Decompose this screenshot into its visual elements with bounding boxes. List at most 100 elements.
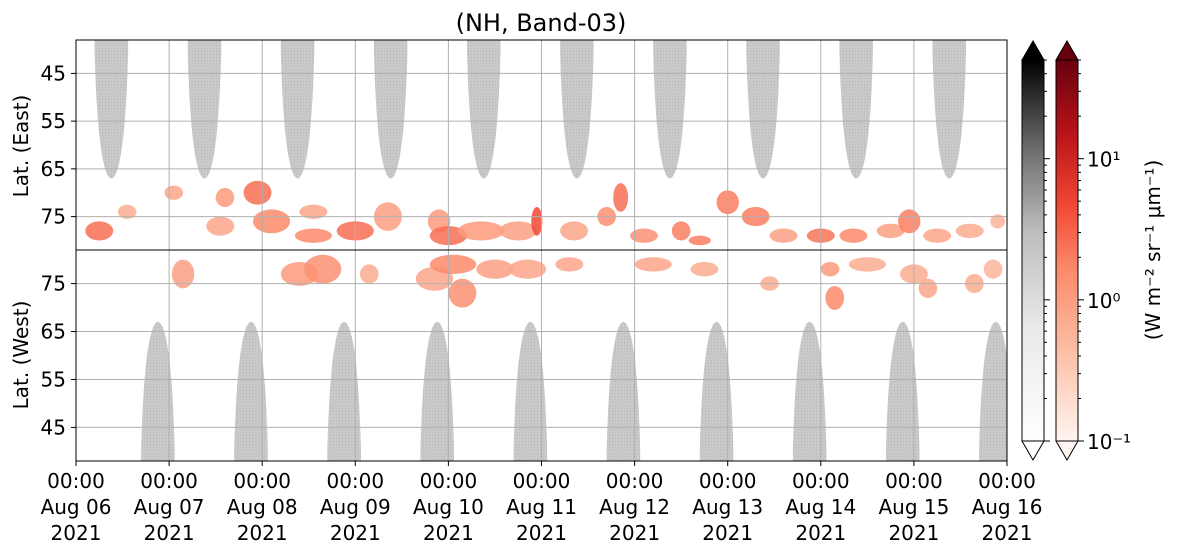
x-tick-label: 2021 <box>516 521 567 545</box>
reds-colorbar <box>1055 59 1079 442</box>
aurora-patch <box>85 221 114 241</box>
chart-title: (NH, Band-03) <box>456 9 627 37</box>
aurora-patch <box>839 228 868 243</box>
daylight-region-east <box>373 40 408 179</box>
daylight-region-east <box>932 40 967 179</box>
y-axis-label-east: Lat. (East) <box>9 95 33 198</box>
daylight-region-west <box>141 321 175 461</box>
x-tick-label: 00:00 <box>326 469 384 493</box>
daylight-region-east <box>839 40 873 179</box>
aurora-patch <box>531 207 543 236</box>
colorbars: 10⁻¹ 10⁰ 10¹ <box>1021 40 1131 461</box>
x-tick-label: 2021 <box>888 521 939 545</box>
x-tick-label: 2021 <box>702 521 753 545</box>
colorbar-tick-label: 10¹ <box>1087 148 1120 172</box>
x-tick-label: 2021 <box>609 521 660 545</box>
x-tick-label: 00:00 <box>47 469 105 493</box>
aurora-patch <box>164 185 184 200</box>
daylight-region-west <box>327 321 361 461</box>
y-axis-ticks: 45 55 65 75 75 65 55 45 <box>41 61 76 439</box>
reds-colorbar-extend-bottom <box>1055 440 1079 461</box>
aurora-patch <box>171 259 195 289</box>
greys-colorbar-extend-top <box>1021 40 1045 61</box>
x-tick-label: 00:00 <box>420 469 478 493</box>
y-axis-label-west: Lat. (West) <box>9 301 33 410</box>
x-tick-label: 00:00 <box>513 469 571 493</box>
aurora-patch <box>898 209 921 234</box>
x-tick-label: 00:00 <box>606 469 664 493</box>
aurora-patch <box>820 261 840 277</box>
daylight-region-west <box>420 321 454 461</box>
aurora-patch <box>508 259 547 279</box>
aurora-patch <box>825 285 845 310</box>
y-tick-label-west: 45 <box>41 415 66 439</box>
x-tick-label: Aug 10 <box>413 495 484 519</box>
reds-colorbar-extend-top <box>1055 40 1079 61</box>
daylight-region-west <box>792 321 827 461</box>
aurora-patch <box>359 264 379 284</box>
aurora-patch <box>117 204 137 219</box>
colorbar-ticks: 10⁻¹ 10⁰ 10¹ <box>1044 59 1131 454</box>
daylight-region-east <box>746 40 780 179</box>
x-tick-label: 00:00 <box>233 469 291 493</box>
x-tick-label: 00:00 <box>140 469 198 493</box>
greys-colorbar <box>1021 59 1045 442</box>
aurora-patch <box>304 254 342 284</box>
y-tick-label-west: 75 <box>41 272 66 296</box>
x-tick-label: 2021 <box>795 521 846 545</box>
x-tick-label: 00:00 <box>792 469 850 493</box>
x-tick-label: 00:00 <box>885 469 943 493</box>
aurora-patch <box>923 228 952 243</box>
x-tick-label: Aug 09 <box>320 495 391 519</box>
y-tick-label-east: 65 <box>41 157 66 181</box>
aurora-patch <box>448 278 477 308</box>
aurora-patch <box>215 187 235 208</box>
aurora-patch <box>555 257 584 272</box>
y-tick-label-west: 65 <box>41 320 66 344</box>
x-tick-label: 2021 <box>423 521 474 545</box>
y-tick-label-east: 45 <box>41 61 66 85</box>
aurora-patch <box>848 257 886 272</box>
aurora-patch <box>918 278 938 298</box>
x-tick-label: 00:00 <box>978 469 1036 493</box>
daylight-region-east <box>653 40 687 179</box>
daylight-region-west <box>513 321 548 461</box>
aurora-patch <box>876 223 905 239</box>
x-tick-label: Aug 12 <box>599 495 670 519</box>
x-tick-label: Aug 06 <box>41 495 112 519</box>
x-tick-label: 2021 <box>982 521 1033 545</box>
aurora-patch <box>560 221 589 241</box>
x-tick-label: 2021 <box>330 521 381 545</box>
x-tick-label: Aug 11 <box>506 495 577 519</box>
aurora-patch <box>690 261 719 277</box>
daylight-region-east <box>560 40 594 179</box>
daylight-region-east <box>467 40 501 179</box>
daylight-region-west <box>885 321 920 461</box>
aurora-patch <box>769 228 798 243</box>
y-tick-label-east: 55 <box>41 109 66 133</box>
daylight-region-east <box>94 40 129 179</box>
daylight-region-east <box>187 40 222 179</box>
aurora-patch <box>671 221 691 241</box>
x-tick-label: Aug 16 <box>972 495 1043 519</box>
y-tick-label-west: 55 <box>41 367 66 391</box>
colorbar-tick-label: 10⁰ <box>1087 289 1120 313</box>
greys-colorbar-extend-bottom <box>1021 440 1045 461</box>
colorbar-tick-label: 10⁻¹ <box>1087 430 1131 454</box>
daylight-region-east <box>280 40 315 179</box>
x-tick-label: 00:00 <box>699 469 757 493</box>
x-tick-label: Aug 14 <box>785 495 856 519</box>
daylight-region-west <box>606 321 641 461</box>
daylight-region-west <box>979 321 1007 461</box>
y-tick-label-east: 75 <box>41 205 66 229</box>
aurora-patch <box>955 223 984 239</box>
x-tick-label: Aug 08 <box>227 495 298 519</box>
aurora-patch <box>629 228 658 243</box>
aurora-patch <box>983 259 1003 279</box>
x-tick-label: Aug 15 <box>878 495 949 519</box>
x-tick-label: Aug 13 <box>692 495 763 519</box>
aurora-patch <box>243 180 272 205</box>
aurora-patch <box>634 257 672 272</box>
